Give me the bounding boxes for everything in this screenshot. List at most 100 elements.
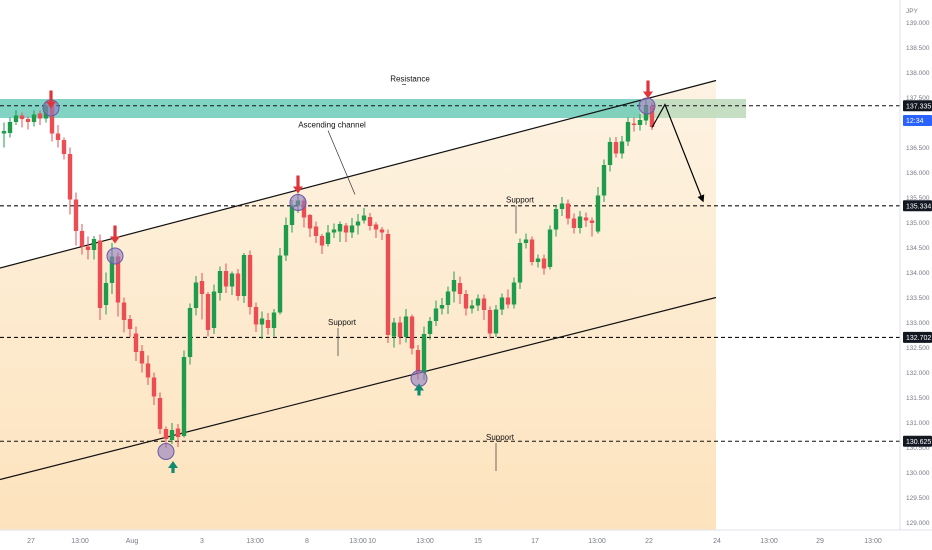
candle-body	[67, 154, 73, 200]
resistance-zone	[0, 99, 746, 118]
candle	[73, 192, 79, 246]
candle-body	[367, 217, 373, 226]
candle-body	[547, 229, 553, 267]
candle	[157, 392, 163, 434]
candle-body	[583, 217, 589, 221]
candle-body	[511, 282, 517, 305]
candle-body	[103, 283, 109, 305]
candle-body	[169, 430, 175, 440]
candle-body	[91, 239, 97, 250]
candle-body	[385, 234, 391, 335]
price-badge: 12:34	[903, 115, 932, 126]
candle-body	[433, 308, 439, 321]
candle-body	[61, 140, 67, 154]
highlight-circle	[638, 97, 656, 115]
candle	[355, 214, 361, 235]
candle	[433, 300, 439, 326]
candle	[325, 225, 331, 247]
candle	[547, 225, 553, 270]
candle-body	[97, 240, 103, 308]
candle	[529, 236, 535, 266]
candle-body	[235, 273, 241, 296]
candle-body	[619, 141, 625, 154]
candle	[79, 224, 85, 255]
candle-body	[7, 122, 13, 133]
candle	[373, 222, 379, 238]
y-tick-label: 135.000	[906, 220, 930, 227]
candle	[553, 205, 559, 237]
candle-body	[481, 298, 487, 310]
candle-body	[523, 239, 529, 243]
candle-body	[565, 203, 571, 219]
candle	[511, 277, 517, 309]
x-tick-label: 13:00	[349, 538, 367, 545]
price-badge-bg	[903, 435, 932, 447]
candle	[85, 236, 91, 260]
candle-body	[229, 273, 235, 287]
price-badge-label: 137.335	[906, 103, 931, 110]
candle-body	[199, 281, 205, 294]
candle	[331, 223, 337, 238]
candle	[535, 254, 541, 268]
candle	[343, 223, 349, 242]
y-tick-label: 138.500	[906, 45, 930, 52]
candle	[127, 315, 133, 337]
candle-body	[637, 120, 643, 125]
price-badge: 130.625	[903, 435, 932, 447]
y-tick-label: 134.000	[906, 270, 930, 277]
up-arrow-icon	[414, 383, 424, 396]
candle	[247, 250, 253, 315]
candle-body	[157, 398, 163, 429]
time-axis[interactable]	[0, 530, 932, 550]
price-axis[interactable]	[900, 0, 932, 550]
candle-body	[301, 200, 307, 218]
candle	[169, 423, 175, 444]
candle-body	[19, 115, 25, 119]
price-badge-label: 130.625	[906, 439, 931, 446]
x-tick-label: 27	[27, 538, 35, 545]
candle	[223, 263, 229, 293]
candle-body	[205, 294, 211, 330]
candle	[259, 311, 265, 339]
y-tick-label: 133.500	[906, 295, 930, 302]
candle-body	[337, 224, 343, 232]
candle-body	[55, 133, 61, 140]
candle	[487, 306, 493, 339]
down-arrow-head	[643, 91, 653, 99]
candle	[445, 286, 451, 314]
candle	[385, 229, 391, 343]
channel-lower-line	[0, 296, 717, 481]
candle	[493, 305, 499, 337]
candle-body	[289, 205, 295, 225]
candle	[457, 276, 463, 304]
price-badge-bg	[903, 331, 932, 343]
candle-body	[559, 203, 565, 209]
up-arrow-shaft	[417, 389, 421, 396]
annotation-label: Support	[506, 196, 535, 205]
candle-body	[85, 246, 91, 250]
highlight-circle	[106, 247, 124, 265]
candle-body	[403, 316, 409, 337]
candle	[319, 234, 325, 254]
candle-body	[553, 209, 559, 230]
candle-body	[187, 308, 193, 357]
x-tick-label: 10	[368, 538, 376, 545]
y-tick-label: 132.500	[906, 345, 930, 352]
candle	[205, 292, 211, 337]
candle	[481, 294, 487, 320]
candle-body	[211, 291, 217, 328]
candle	[283, 217, 289, 261]
candle-body	[163, 429, 169, 439]
candle-body	[133, 333, 139, 352]
up-arrow-icon	[168, 461, 178, 473]
y-tick-label: 130.500	[906, 445, 930, 452]
candle-body	[571, 218, 577, 228]
candle	[229, 271, 235, 295]
candle-body	[487, 310, 493, 334]
candle	[91, 236, 97, 260]
candle-body	[175, 428, 181, 437]
candle	[37, 110, 43, 125]
currency-label: JPY	[906, 8, 919, 15]
candle-body	[271, 312, 277, 328]
